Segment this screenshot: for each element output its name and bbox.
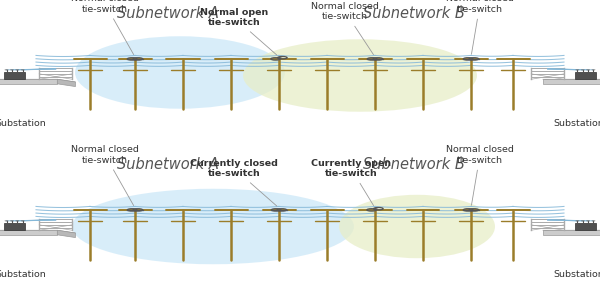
- Circle shape: [20, 220, 25, 221]
- Polygon shape: [0, 230, 58, 235]
- Text: Substation: Substation: [0, 270, 46, 279]
- Ellipse shape: [72, 189, 354, 264]
- Polygon shape: [542, 79, 600, 84]
- Circle shape: [15, 220, 19, 221]
- Polygon shape: [58, 79, 76, 87]
- Polygon shape: [542, 230, 600, 235]
- Text: Substation: Substation: [554, 270, 600, 279]
- Polygon shape: [4, 223, 25, 230]
- Text: Subnetwork B: Subnetwork B: [363, 157, 465, 172]
- Circle shape: [15, 69, 19, 70]
- Ellipse shape: [243, 39, 477, 112]
- Circle shape: [592, 69, 595, 70]
- Ellipse shape: [339, 195, 495, 258]
- Circle shape: [575, 220, 580, 221]
- Polygon shape: [542, 230, 600, 233]
- Text: Substation: Substation: [554, 119, 600, 128]
- Text: Substation: Substation: [0, 119, 46, 128]
- Polygon shape: [4, 72, 25, 79]
- Circle shape: [586, 69, 590, 70]
- Text: Normal open
tie-switch: Normal open tie-switch: [200, 8, 277, 55]
- Circle shape: [20, 69, 25, 70]
- Circle shape: [575, 69, 580, 70]
- Text: Normal closed
tie-switch: Normal closed tie-switch: [446, 145, 514, 205]
- Circle shape: [10, 69, 14, 70]
- Circle shape: [5, 220, 8, 221]
- Polygon shape: [0, 79, 76, 82]
- Circle shape: [581, 220, 585, 221]
- Polygon shape: [575, 72, 596, 79]
- Text: Normal closed
tie-switch: Normal closed tie-switch: [71, 0, 139, 55]
- Polygon shape: [58, 230, 76, 238]
- Text: Subnetwork B: Subnetwork B: [363, 6, 465, 21]
- Text: Subnetwork A: Subnetwork A: [117, 157, 219, 172]
- Ellipse shape: [75, 36, 285, 109]
- Text: Subnetwork A: Subnetwork A: [117, 6, 219, 21]
- Text: Normal closed
tie-switch: Normal closed tie-switch: [311, 2, 379, 55]
- Polygon shape: [0, 79, 58, 84]
- Polygon shape: [575, 223, 596, 230]
- Circle shape: [592, 220, 595, 221]
- Text: Normal closed
tie-switch: Normal closed tie-switch: [446, 0, 514, 54]
- Text: Normal closed
tie-switch: Normal closed tie-switch: [71, 145, 139, 206]
- Circle shape: [581, 69, 585, 70]
- Circle shape: [586, 220, 590, 221]
- Circle shape: [10, 220, 14, 221]
- Polygon shape: [0, 230, 76, 233]
- Text: Currently closed
tie-switch: Currently closed tie-switch: [190, 159, 278, 206]
- Text: Currently open
tie-switch: Currently open tie-switch: [311, 159, 391, 206]
- Circle shape: [5, 69, 8, 70]
- Polygon shape: [542, 79, 600, 82]
